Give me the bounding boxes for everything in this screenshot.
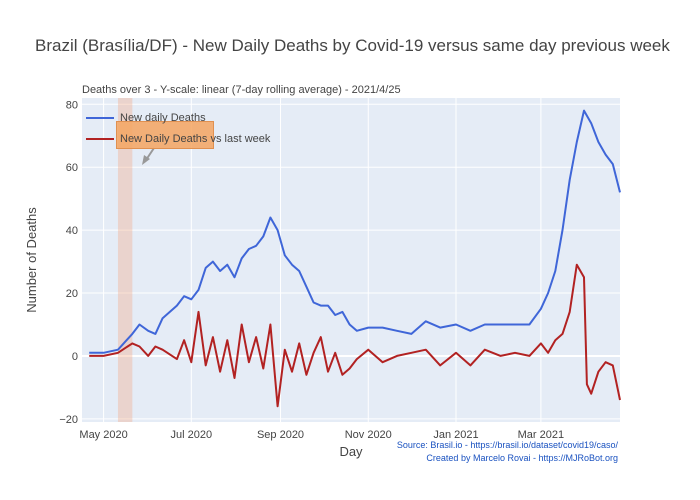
chart-subtitle: Deaths over 3 - Y-scale: linear (7-day r… [82,84,401,96]
y-tick-label: 80 [66,99,78,111]
chart-title: Brazil (Brasília/DF) - New Daily Deaths … [35,36,670,55]
x-tick-label: Mar 2021 [518,429,564,441]
source-credit[interactable]: Source: Brasil.io - https://brasil.io/da… [396,440,618,450]
series-line-1 [89,109,621,354]
x-tick-label: Jan 2021 [433,429,478,441]
x-tick-label: Jul 2020 [171,429,213,441]
x-tick-label: May 2020 [79,429,127,441]
y-tick-label: −20 [59,414,78,426]
legend-swatch-series-1 [86,116,114,119]
x-tick-label: Sep 2020 [257,429,304,441]
legend-label-series-1: New daily Deaths [120,111,206,124]
legend-label-series-2: New Daily Deaths vs last week [120,132,271,145]
series-lines [89,109,621,408]
legend-item-series-2[interactable]: New Daily Deaths vs last week [86,128,270,149]
author-credit[interactable]: Created by Marcelo Rovai - https://MJRoB… [426,453,618,463]
x-axis-label: Day [339,444,363,459]
arrow-head [142,155,150,165]
annotation-box [116,121,214,149]
annotation-arrow [142,147,155,165]
legend[interactable]: New daily Deaths New Daily Deaths vs las… [86,107,270,149]
x-axis-ticks: May 2020 Jul 2020 Sep 2020 Nov 2020 Jan 2021… [79,429,564,441]
y-tick-label: 0 [72,351,78,363]
y-tick-label: 60 [66,162,78,174]
y-axis-ticks: −20 0 20 40 60 80 [59,99,78,426]
y-tick-label: 20 [66,288,78,300]
series-line-2 [89,263,621,408]
y-tick-label: 40 [66,225,78,237]
grid-lines [82,98,620,422]
x-tick-label: Nov 2020 [345,429,392,441]
legend-swatch-series-2 [86,137,114,140]
highlight-band [117,98,133,422]
legend-item-series-1[interactable]: New daily Deaths [86,107,270,128]
y-axis-label: Number of Deaths [24,207,39,313]
